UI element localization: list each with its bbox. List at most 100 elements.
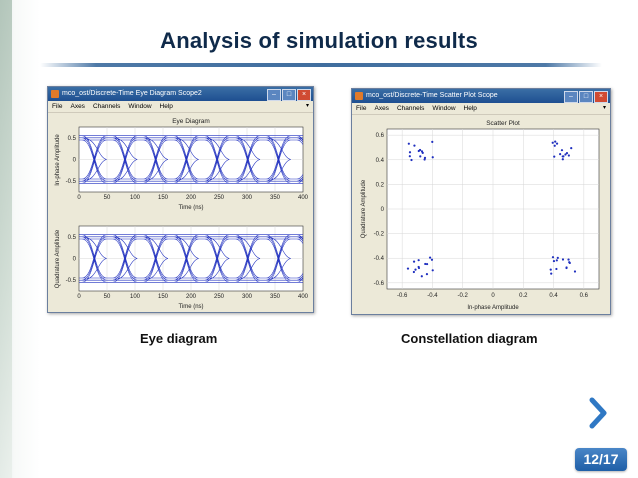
scatter-window-title: mco_ost/Discrete-Time Scatter Plot Scope bbox=[366, 92, 498, 99]
scatter-point bbox=[431, 156, 434, 159]
eye-plot1-ylabel: In-phase Amplitude bbox=[55, 134, 61, 186]
scatter-point bbox=[417, 259, 420, 262]
eye-plot1-xlabel: Time (ns) bbox=[178, 205, 203, 211]
scatter-point bbox=[568, 261, 571, 265]
scatter-point bbox=[561, 158, 564, 161]
scatter-point bbox=[424, 262, 427, 266]
chevron-right-icon[interactable] bbox=[587, 397, 609, 429]
menu-file[interactable]: File bbox=[52, 103, 63, 110]
scatter-point bbox=[412, 260, 416, 263]
y-tick-label: 0 bbox=[73, 158, 77, 164]
x-tick-label: 250 bbox=[214, 294, 225, 300]
x-tick-label: 0.6 bbox=[580, 293, 589, 299]
y-tick-label: 0.6 bbox=[376, 133, 385, 139]
maximize-icon[interactable]: □ bbox=[282, 89, 296, 101]
scatter-point bbox=[431, 269, 434, 272]
x-tick-label: 0.2 bbox=[519, 293, 528, 299]
x-tick-label: 150 bbox=[158, 294, 169, 300]
close-icon[interactable]: × bbox=[297, 89, 311, 101]
x-tick-label: 400 bbox=[298, 294, 309, 300]
scatter-point bbox=[562, 155, 565, 158]
eye-plot1-traces bbox=[79, 135, 303, 184]
x-tick-label: 50 bbox=[104, 195, 111, 201]
menu-caret-icon[interactable]: ▾ bbox=[602, 105, 606, 111]
slide-title: Analysis of simulation results bbox=[160, 28, 478, 53]
x-tick-label: 100 bbox=[130, 294, 141, 300]
scatter-point bbox=[555, 259, 558, 262]
scatter-point bbox=[555, 267, 558, 271]
eye-plot1-xticks: 0 50 100 150 200 250 300 350 400 bbox=[77, 195, 308, 201]
minimize-icon[interactable]: – bbox=[564, 91, 578, 103]
page-number-badge: 12/17 bbox=[575, 448, 627, 471]
scatter-point bbox=[413, 144, 416, 147]
y-tick-label: -0.6 bbox=[374, 281, 385, 287]
scatter-xticks: -0.6 -0.4 -0.2 0 0.2 0.4 0.6 bbox=[397, 293, 589, 299]
eye-plot2-yticks: 0.5 0 -0.5 bbox=[66, 235, 77, 284]
menu-channels[interactable]: Channels bbox=[396, 105, 425, 112]
close-icon[interactable]: × bbox=[594, 91, 608, 103]
x-tick-label: 100 bbox=[130, 195, 141, 201]
scatter-plot: Scatter Plot 0.6 0.4 0.2 0 -0.2 -0.4 -0.6 -0.6… bbox=[353, 115, 609, 313]
matlab-app-icon bbox=[51, 90, 59, 98]
menu-axes[interactable]: Axes bbox=[70, 103, 85, 110]
scatter-ylabel: Quadrature Amplitude bbox=[361, 179, 367, 238]
menu-help[interactable]: Help bbox=[159, 103, 173, 110]
scatter-point bbox=[420, 275, 423, 278]
eye-plot2-ylabel: Quadrature Amplitude bbox=[55, 229, 61, 288]
maximize-icon[interactable]: □ bbox=[579, 91, 593, 103]
y-tick-label: 0.4 bbox=[376, 158, 385, 164]
scatter-point bbox=[423, 156, 427, 159]
x-tick-label: 0 bbox=[77, 195, 81, 201]
scatter-grid bbox=[387, 129, 599, 289]
scatter-point bbox=[561, 258, 565, 261]
scatter-point bbox=[430, 258, 434, 261]
y-tick-label: -0.5 bbox=[66, 179, 77, 185]
eye-plot2-xticks: 0 50 100 150 200 250 300 350 400 bbox=[77, 294, 308, 300]
menu-caret-icon[interactable]: ▾ bbox=[305, 103, 309, 109]
y-tick-label: 0.5 bbox=[68, 235, 77, 241]
scatter-point bbox=[419, 155, 422, 158]
scatter-point bbox=[406, 267, 410, 270]
constellation-caption: Constellation diagram bbox=[401, 331, 538, 346]
scatter-point bbox=[553, 144, 556, 147]
x-tick-label: 200 bbox=[186, 294, 197, 300]
eye-trace bbox=[79, 135, 303, 184]
scatter-point bbox=[425, 262, 429, 266]
menu-window[interactable]: Window bbox=[432, 105, 456, 112]
scatter-point bbox=[412, 270, 415, 274]
scatter-point bbox=[425, 272, 429, 276]
title-wrap: Analysis of simulation results bbox=[0, 28, 638, 54]
menu-help[interactable]: Help bbox=[463, 105, 477, 112]
x-tick-label: -0.4 bbox=[427, 293, 438, 299]
scatter-point bbox=[560, 149, 564, 152]
scatter-plot-title: Scatter Plot bbox=[486, 120, 520, 127]
scatter-xlabel: In-phase Amplitude bbox=[467, 305, 519, 311]
menu-channels[interactable]: Channels bbox=[92, 103, 121, 110]
x-tick-label: 0 bbox=[491, 293, 495, 299]
eye-window-titlebar[interactable]: mco_ost/Discrete-Time Eye Diagram Scope2… bbox=[48, 87, 313, 101]
scatter-point bbox=[408, 151, 412, 154]
scatter-point bbox=[565, 151, 569, 155]
menu-file[interactable]: File bbox=[356, 105, 367, 112]
title-underline bbox=[40, 63, 602, 67]
menu-window[interactable]: Window bbox=[128, 103, 152, 110]
scatter-point bbox=[428, 256, 432, 259]
scatter-point bbox=[554, 140, 557, 143]
scatter-point bbox=[559, 153, 562, 156]
eye-trace bbox=[79, 234, 303, 283]
scatter-point bbox=[552, 259, 556, 263]
eye-window-menubar: File Axes Channels Window Help ▾ bbox=[48, 101, 313, 113]
y-tick-label: -0.2 bbox=[374, 232, 385, 238]
scatter-window-titlebar[interactable]: mco_ost/Discrete-Time Scatter Plot Scope… bbox=[352, 89, 610, 103]
scatter-point bbox=[551, 256, 555, 259]
eye-diagram-plots: Eye Diagram In-phase Amplitude 0.50-0.5 … bbox=[49, 113, 312, 311]
scatter-point bbox=[555, 142, 559, 145]
minimize-icon[interactable]: – bbox=[267, 89, 281, 101]
menu-axes[interactable]: Axes bbox=[374, 105, 389, 112]
y-tick-label: 0 bbox=[381, 207, 385, 213]
x-tick-label: 350 bbox=[270, 195, 281, 201]
y-tick-label: 0 bbox=[73, 257, 77, 263]
scatter-point bbox=[570, 147, 573, 150]
scatter-point bbox=[565, 266, 568, 269]
x-tick-label: -0.6 bbox=[397, 293, 408, 299]
